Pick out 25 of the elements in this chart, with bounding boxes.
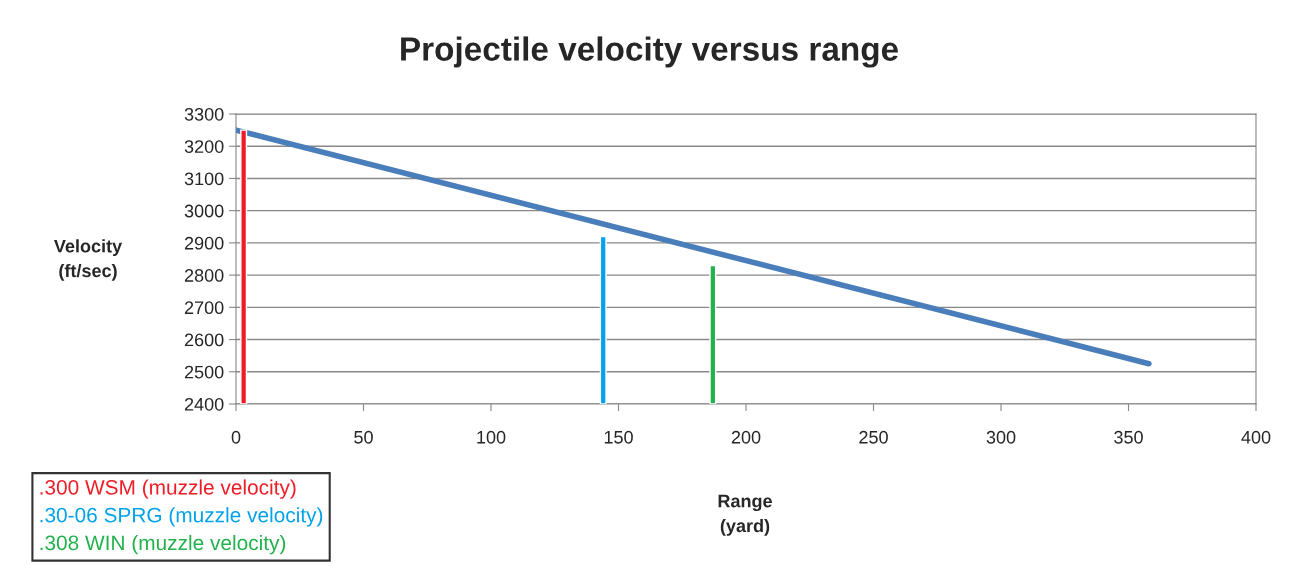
text: .30-06 SPRG (muzzle velocity): [40, 507, 323, 527]
text: .308 WIN (muzzle velocity): [40, 534, 286, 555]
x-tick-label: 300: [986, 430, 1016, 444]
text: .300 WSM (muzzle velocity): [40, 479, 296, 499]
y-tick-label: 3200: [184, 140, 224, 153]
y-tick-label: 3000: [184, 204, 224, 218]
y-axis-title: Velocity (ft/sec): [54, 239, 123, 281]
x-tick-label: 200: [731, 430, 761, 444]
x-tick-label: 250: [859, 430, 888, 444]
x-tick-label: 350: [1114, 430, 1143, 444]
x-axis-title: Range (yard): [718, 494, 772, 536]
y-tick-label: 2800: [184, 269, 224, 282]
x-tick-label: 400: [1241, 430, 1271, 444]
chart-title: Projectile velocity versus range: [401, 36, 898, 68]
y-tick-label: 2400: [184, 397, 224, 411]
x-tick-label: 100: [477, 430, 506, 444]
x-tick-label: 150: [604, 430, 633, 444]
y-tick-label: 2900: [184, 236, 224, 250]
y-tick-label: 2700: [184, 301, 224, 315]
x-tick-label: 0: [231, 430, 241, 444]
x-tick-label: 50: [354, 430, 373, 444]
y-tick-label: 2600: [184, 333, 224, 347]
y-tick-label: 3300: [184, 107, 224, 121]
y-tick-label: 2500: [184, 365, 224, 379]
y-tick-label: 3100: [184, 172, 224, 186]
